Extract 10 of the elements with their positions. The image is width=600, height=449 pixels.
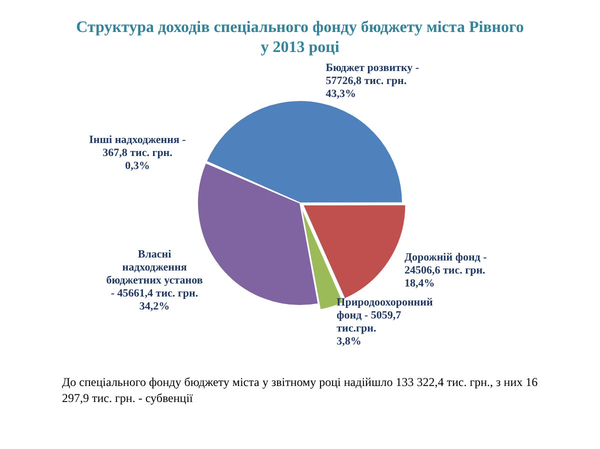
data-label: 24506,6 тис. грн. 18,4% [404,264,486,290]
chart-title: Структура доходів спеціального фонду бюджету міста Рівного у 2013 році [75,18,525,58]
slice-label: Дорожній фонд - [404,252,488,264]
slice-label: Інші надходження - [89,134,186,146]
text: До спеціального фонду бюджету міста у звітному році надійшло 133 322,4 тис. грн., з них 16 297,9 тис. грн. - субвенції [62,374,539,406]
slice-label: Бюджет розвитку - [326,62,420,74]
data-label: 57726,8 тис. грн. 43,3% [326,75,407,100]
data-label: 367,8 тис. грн. 0,3% [102,147,173,172]
slice-label: Власні надходження бюджетних установ - 45661,4 тис. грн. 34,2% [106,248,203,313]
slice-label: Природоохоронний фонд - 5059,7 тис.грн. 3,8% [336,296,434,348]
